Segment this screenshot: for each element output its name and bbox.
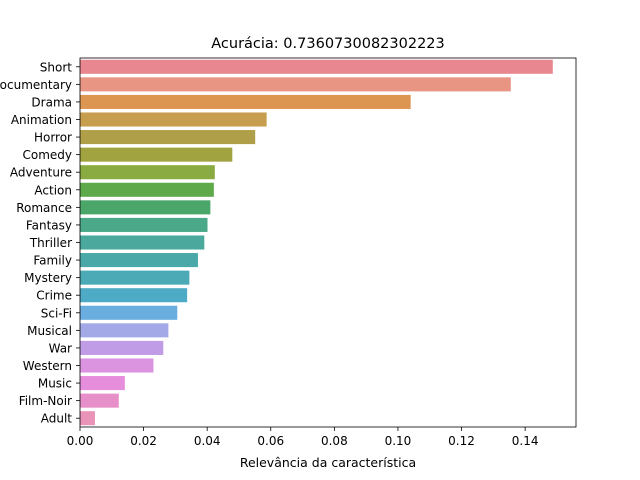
- y-tick-label-adventure: Adventure: [10, 166, 72, 180]
- y-tick-label-war: War: [49, 341, 72, 355]
- y-tick-label-drama: Drama: [31, 95, 72, 109]
- x-tick-label-2: 0.04: [194, 434, 221, 448]
- y-tick-label-fantasy: Fantasy: [26, 218, 72, 232]
- y-tick-label-adult: Adult: [41, 412, 73, 426]
- y-tick-label-film-noir: Film-Noir: [19, 394, 72, 408]
- x-axis-label: Relevância da característica: [240, 455, 416, 470]
- y-tick-label-short: Short: [40, 60, 72, 74]
- bar-documentary: [80, 77, 511, 91]
- bar-musical: [80, 323, 168, 337]
- y-tick-label-musical: Musical: [27, 324, 72, 338]
- bar-crime: [80, 288, 187, 302]
- bar-action: [80, 183, 214, 197]
- x-tick-label-1: 0.02: [130, 434, 157, 448]
- bar-family: [80, 253, 198, 267]
- x-tick-label-5: 0.10: [385, 434, 412, 448]
- y-tick-label-sci-fi: Sci-Fi: [41, 306, 72, 320]
- x-tick-label-4: 0.08: [321, 434, 348, 448]
- bar-film-noir: [80, 394, 119, 408]
- bar-adult: [80, 411, 95, 425]
- bar-war: [80, 341, 163, 355]
- bar-horror: [80, 130, 255, 144]
- y-tick-label-music: Music: [38, 377, 72, 391]
- y-tick-label-horror: Horror: [34, 131, 72, 145]
- y-tick-label-documentary: Documentary: [0, 78, 72, 92]
- bar-western: [80, 358, 153, 372]
- bar-fantasy: [80, 218, 207, 232]
- y-tick-label-action: Action: [34, 183, 72, 197]
- chart-title: Acurácia: 0.7360730082302223: [211, 36, 445, 52]
- bar-animation: [80, 112, 267, 126]
- y-tick-label-mystery: Mystery: [24, 271, 72, 285]
- bar-drama: [80, 95, 411, 109]
- y-tick-label-animation: Animation: [11, 113, 72, 127]
- bar-romance: [80, 200, 210, 214]
- x-tick-label-3: 0.06: [257, 434, 284, 448]
- y-tick-label-western: Western: [23, 359, 72, 373]
- y-tick-label-thriller: Thriller: [29, 236, 72, 250]
- y-tick-label-romance: Romance: [16, 201, 72, 215]
- x-tick-label-7: 0.14: [512, 434, 539, 448]
- bar-adventure: [80, 165, 215, 179]
- y-tick-label-family: Family: [33, 254, 72, 268]
- x-tick-label-6: 0.12: [448, 434, 475, 448]
- bar-sci-fi: [80, 306, 177, 320]
- bar-mystery: [80, 271, 189, 285]
- bar-comedy: [80, 148, 232, 162]
- bar-music: [80, 376, 125, 390]
- bar-short: [80, 60, 553, 74]
- y-tick-label-comedy: Comedy: [22, 148, 72, 162]
- x-tick-label-0: 0.00: [67, 434, 94, 448]
- y-tick-label-crime: Crime: [36, 289, 72, 303]
- bar-thriller: [80, 235, 204, 249]
